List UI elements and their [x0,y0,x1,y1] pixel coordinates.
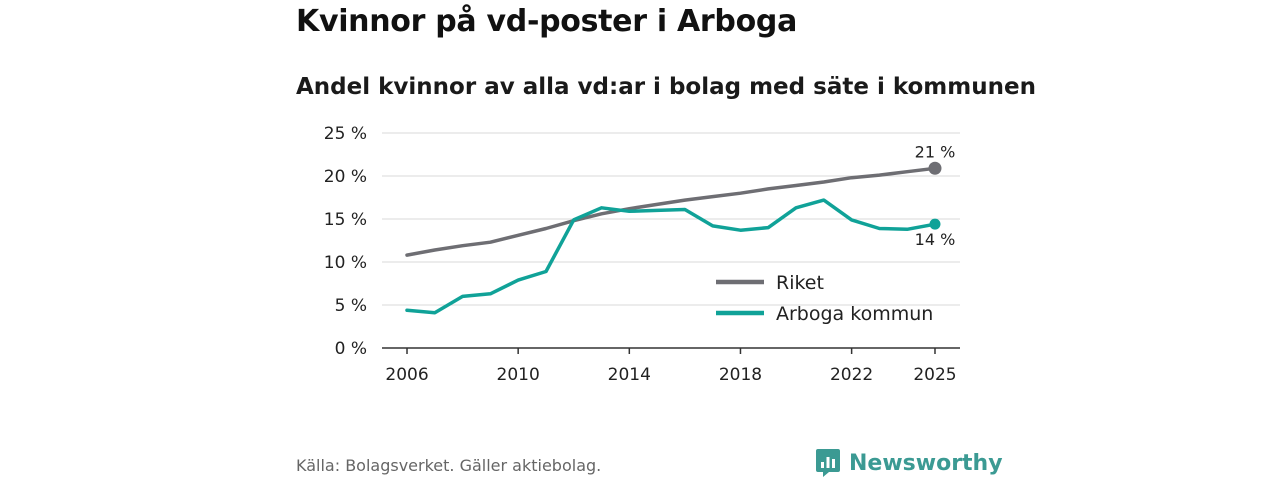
newsworthy-logo-icon [816,449,840,477]
y-tick-label: 15 % [324,210,367,230]
x-tick-label: 2025 [913,365,956,385]
y-tick-label: 25 % [324,124,367,144]
grid-lines [382,132,960,306]
legend-label: Riket [776,272,824,294]
y-tick-label: 10 % [324,253,367,273]
chart-title: Kvinnor på vd-poster i Arboga [296,4,798,39]
legend: Riket Arboga kommun [716,272,933,325]
legend-label: Arboga kommun [776,303,933,325]
series-line-riket [405,166,937,257]
brand: Newsworthy [815,448,1003,478]
x-axis: 2006 2010 2014 2018 2022 2025 [382,347,960,385]
x-tick-label: 2006 [385,365,428,385]
end-markers: 21 % 14 % [915,142,956,249]
source-note: Källa: Bolagsverket. Gäller aktiebolag. [296,456,602,475]
y-tick-label: 5 % [335,296,367,316]
end-marker-arboga [929,218,941,230]
series-lines [405,166,937,315]
end-marker-riket [928,161,942,175]
x-tick-label: 2022 [830,365,873,385]
x-tick-label: 2018 [719,365,762,385]
chart-subtitle: Andel kvinnor av alla vd:ar i bolag med … [296,74,1036,100]
series-line-arboga [405,198,937,315]
brand-name: Newsworthy [849,450,1003,476]
y-tick-label: 20 % [324,167,367,187]
x-tick-label: 2014 [608,365,651,385]
end-label-riket: 21 % [915,142,956,161]
y-axis-ticks: 0 % 5 % 10 % 15 % 20 % 25 % [324,124,367,359]
end-label-arboga: 14 % [915,230,956,249]
x-tick-label: 2010 [497,365,540,385]
y-tick-label: 0 % [335,339,367,359]
